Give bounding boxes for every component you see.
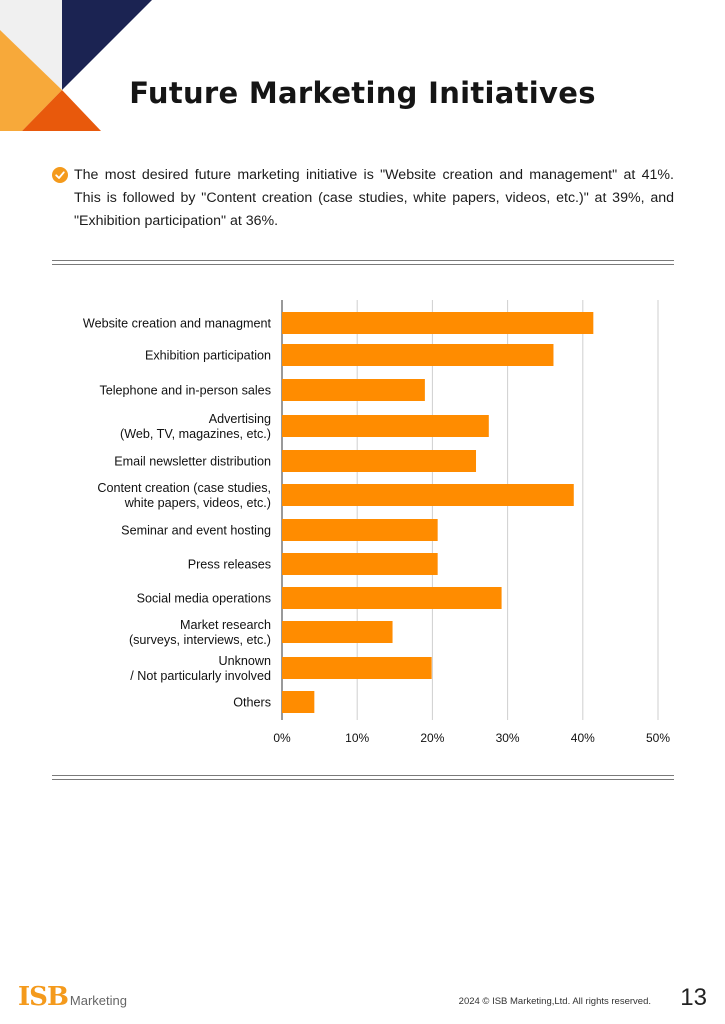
corner-dark-orange-triangle	[22, 90, 101, 131]
page-number: 13	[680, 984, 707, 1011]
x-tick-label: 20%	[420, 731, 444, 745]
corner-decoration	[0, 0, 152, 131]
summary-block: The most desired future marketing initia…	[52, 164, 674, 233]
copyright-text: 2024 © ISB Marketing,Ltd. All rights res…	[458, 996, 651, 1007]
bar	[282, 450, 477, 472]
category-label: Others	[233, 696, 271, 710]
bar	[282, 312, 594, 334]
category-label: Website creation and managment	[83, 317, 272, 331]
category-label: Social media operations	[137, 592, 271, 606]
category-label: Unknown	[218, 654, 271, 668]
logo-primary: ISB	[18, 982, 69, 1012]
bar	[282, 415, 489, 437]
x-tick-label: 10%	[345, 731, 369, 745]
bar	[282, 657, 432, 679]
bar	[282, 519, 438, 541]
chart-bars	[282, 312, 594, 713]
category-label: Email newsletter distribution	[114, 455, 271, 469]
bar	[282, 379, 425, 401]
category-label: (surveys, interviews, etc.)	[129, 633, 271, 647]
brand-logo: ISB Marketing	[18, 980, 127, 1010]
x-tick-label: 50%	[646, 731, 670, 745]
logo-secondary: Marketing	[69, 993, 127, 1008]
bar	[282, 344, 554, 366]
bar	[282, 691, 315, 713]
category-label: Telephone and in-person sales	[99, 384, 271, 398]
x-tick-label: 30%	[496, 731, 520, 745]
x-tick-label: 40%	[571, 731, 595, 745]
corner-navy-triangle	[62, 0, 152, 90]
bar	[282, 553, 438, 575]
bar	[282, 587, 502, 609]
category-label: / Not particularly involved	[130, 669, 271, 683]
category-label: Exhibition participation	[145, 349, 271, 363]
top-divider	[52, 260, 674, 265]
summary-text: The most desired future marketing initia…	[74, 167, 674, 229]
corner-orange-shape	[0, 30, 62, 131]
category-label: Market research	[180, 618, 271, 632]
bar	[282, 484, 574, 506]
category-label: (Web, TV, magazines, etc.)	[120, 427, 271, 441]
chart-x-ticks: 0% 10% 20% 30% 40% 50%	[273, 731, 670, 745]
bottom-divider	[52, 775, 674, 780]
chart-grid	[281, 300, 659, 720]
page-title: Future Marketing Initiatives	[129, 76, 596, 110]
bar-chart: Website creation and managment Exhibition…	[83, 300, 670, 745]
category-label: white papers, videos, etc.)	[124, 496, 271, 510]
bar	[282, 621, 393, 643]
category-label: Press releases	[188, 558, 271, 572]
category-label: Seminar and event hosting	[121, 524, 271, 538]
chart-category-labels: Website creation and managment Exhibition…	[83, 317, 272, 710]
category-label: Content creation (case studies,	[97, 481, 271, 495]
corner-gray-panel	[0, 0, 62, 90]
check-circle-icon	[52, 167, 68, 183]
x-tick-label: 0%	[273, 731, 291, 745]
category-label: Advertising	[209, 412, 271, 426]
